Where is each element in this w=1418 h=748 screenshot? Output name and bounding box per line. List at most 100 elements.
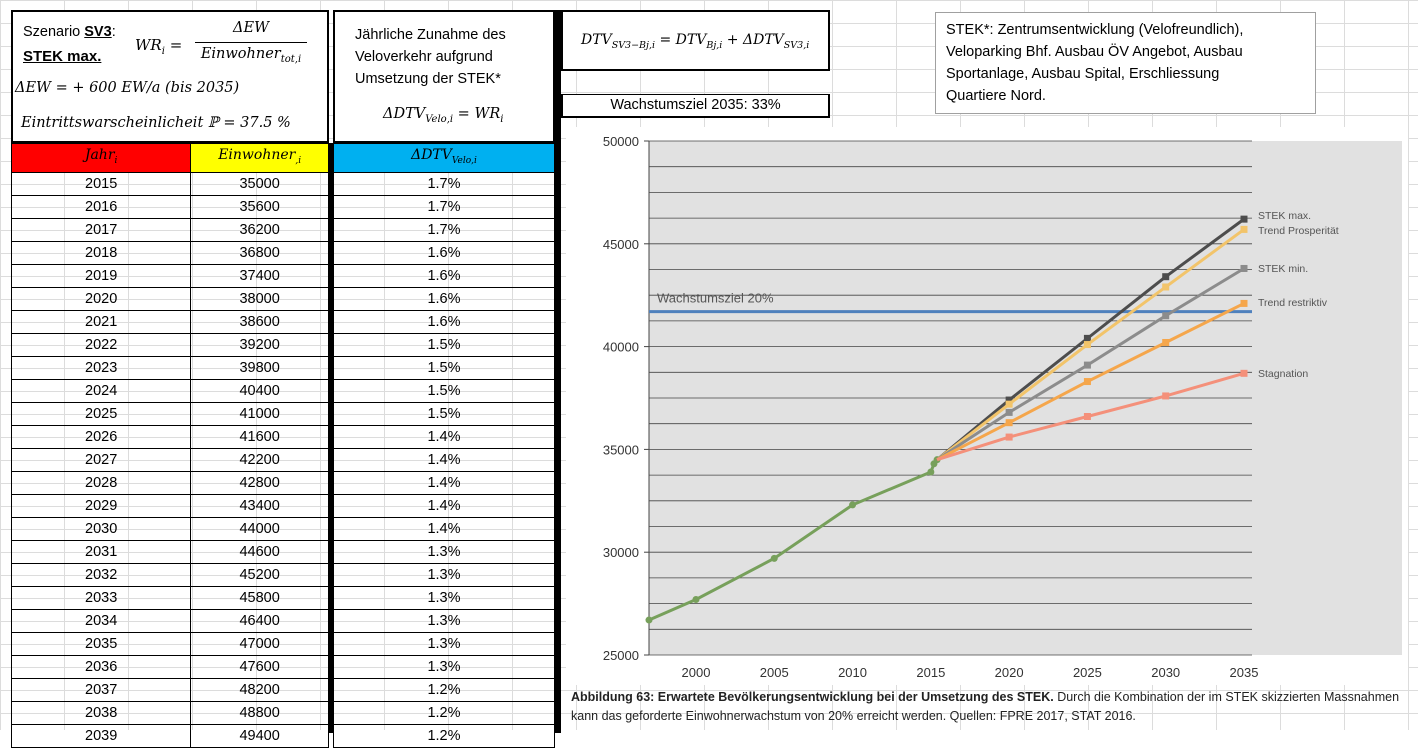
- column-separator: [329, 143, 333, 733]
- stek-note-box[interactable]: STEK*: Zentrumsentwicklung (Velofreundli…: [935, 12, 1316, 114]
- cell-population[interactable]: 42800: [190, 470, 329, 495]
- cell-year[interactable]: 2018: [10, 240, 192, 265]
- table-row: 2015 35000: [10, 171, 329, 196]
- cell-year[interactable]: 2032: [10, 562, 192, 587]
- wachstumsziel-box[interactable]: Wachstumsziel 2035: 33%: [561, 94, 830, 118]
- cell-year[interactable]: 2039: [10, 723, 192, 748]
- cell-year[interactable]: 2019: [10, 263, 192, 288]
- cell-year[interactable]: 2029: [10, 493, 192, 518]
- cell-year[interactable]: 2036: [10, 654, 192, 679]
- scenario-title: Szenario SV3:: [23, 24, 116, 40]
- cell-ddtv[interactable]: 1.6%: [333, 240, 555, 265]
- cell-ddtv[interactable]: 1.2%: [333, 700, 555, 725]
- cell-ddtv[interactable]: 1.4%: [333, 424, 555, 449]
- x-tick-label: 2010: [838, 665, 867, 680]
- cell-year[interactable]: 2025: [10, 401, 192, 426]
- cell-ddtv[interactable]: 1.3%: [333, 562, 555, 587]
- cell-population[interactable]: 41000: [190, 401, 329, 426]
- cell-year[interactable]: 2031: [10, 539, 192, 564]
- cell-population[interactable]: 38000: [190, 286, 329, 311]
- population-chart: 25000 30000 35000 40000 45000 50000 2000 2005 20…: [603, 134, 1402, 680]
- cell-ddtv[interactable]: 1.4%: [333, 470, 555, 495]
- data-point: [1162, 338, 1170, 346]
- cell-ddtv[interactable]: 1.5%: [333, 355, 555, 380]
- cell-ddtv[interactable]: 1.2%: [333, 723, 555, 748]
- ddtv-formula: ΔDTVVelo,i = WRi: [383, 106, 504, 125]
- cell-ddtv[interactable]: 1.4%: [333, 447, 555, 472]
- cell-population[interactable]: 47000: [190, 631, 329, 656]
- cell-population[interactable]: 39200: [190, 332, 329, 357]
- cell-population[interactable]: 41600: [190, 424, 329, 449]
- cell-year[interactable]: 2037: [10, 677, 192, 702]
- cell-ddtv[interactable]: 1.6%: [333, 263, 555, 288]
- cell-population[interactable]: 36200: [190, 217, 329, 242]
- cell-population[interactable]: 48200: [190, 677, 329, 702]
- cell-population[interactable]: 42200: [190, 447, 329, 472]
- cell-year[interactable]: 2027: [10, 447, 192, 472]
- cell-ddtv[interactable]: 1.3%: [333, 585, 555, 610]
- data-point: [1083, 334, 1091, 342]
- cell-population[interactable]: 48800: [190, 700, 329, 725]
- cell-population[interactable]: 35000: [190, 171, 329, 196]
- cell-population[interactable]: 47600: [190, 654, 329, 679]
- cell-year[interactable]: 2023: [10, 355, 192, 380]
- cell-population[interactable]: 36800: [190, 240, 329, 265]
- cell-year[interactable]: 2028: [10, 470, 192, 495]
- cell-year[interactable]: 2015: [10, 171, 192, 196]
- cell-year[interactable]: 2038: [10, 700, 192, 725]
- cell-year[interactable]: 2016: [10, 194, 192, 219]
- cell-ddtv[interactable]: 1.3%: [333, 539, 555, 564]
- cell-year[interactable]: 2026: [10, 424, 192, 449]
- cell-year[interactable]: 2021: [10, 309, 192, 334]
- cell-ddtv[interactable]: 1.7%: [333, 217, 555, 242]
- table-row: 1.6%: [333, 240, 555, 265]
- cell-population[interactable]: 46400: [190, 608, 329, 633]
- cell-population[interactable]: 35600: [190, 194, 329, 219]
- header-ddtv[interactable]: ΔDTVVelo,i: [333, 143, 555, 173]
- cell-year[interactable]: 2020: [10, 286, 192, 311]
- cell-ddtv[interactable]: 1.6%: [333, 286, 555, 311]
- header-jahr[interactable]: Jahri: [10, 143, 192, 173]
- data-point: [1005, 419, 1013, 427]
- cell-population[interactable]: 39800: [190, 355, 329, 380]
- data-point: [770, 554, 778, 562]
- cell-year[interactable]: 2034: [10, 608, 192, 633]
- cell-population[interactable]: 37400: [190, 263, 329, 288]
- cell-ddtv[interactable]: 1.6%: [333, 309, 555, 334]
- cell-population[interactable]: 44000: [190, 516, 329, 541]
- cell-population[interactable]: 49400: [190, 723, 329, 748]
- data-point: [1083, 378, 1091, 386]
- cell-year[interactable]: 2022: [10, 332, 192, 357]
- cell-ddtv[interactable]: 1.4%: [333, 493, 555, 518]
- data-point: [1162, 273, 1170, 281]
- description-box[interactable]: Jährliche Zunahme des Veloverkehr aufgru…: [333, 10, 555, 143]
- y-tick-label: 35000: [603, 442, 639, 457]
- cell-year[interactable]: 2024: [10, 378, 192, 403]
- cell-ddtv[interactable]: 1.3%: [333, 631, 555, 656]
- cell-ddtv[interactable]: 1.4%: [333, 516, 555, 541]
- cell-year[interactable]: 2030: [10, 516, 192, 541]
- dtv-formula-box[interactable]: DTVSV3−Bj,i = DTVBj,i + ΔDTVSV3,i: [561, 10, 830, 71]
- cell-ddtv[interactable]: 1.2%: [333, 677, 555, 702]
- cell-year[interactable]: 2035: [10, 631, 192, 656]
- cell-ddtv[interactable]: 1.5%: [333, 332, 555, 357]
- table-row: 2024 40400: [10, 378, 329, 403]
- table-row: 1.5%: [333, 401, 555, 426]
- cell-population[interactable]: 43400: [190, 493, 329, 518]
- cell-population[interactable]: 44600: [190, 539, 329, 564]
- table-row: 1.2%: [333, 677, 555, 702]
- cell-ddtv[interactable]: 1.7%: [333, 171, 555, 196]
- cell-population[interactable]: 45800: [190, 585, 329, 610]
- cell-ddtv[interactable]: 1.7%: [333, 194, 555, 219]
- cell-population[interactable]: 45200: [190, 562, 329, 587]
- cell-ddtv[interactable]: 1.3%: [333, 608, 555, 633]
- cell-population[interactable]: 38600: [190, 309, 329, 334]
- scenario-box[interactable]: Szenario SV3: STEK max. WRi = ΔEW Einwoh…: [11, 10, 329, 143]
- header-einwohner[interactable]: Einwohner,i: [190, 143, 329, 173]
- cell-ddtv[interactable]: 1.5%: [333, 378, 555, 403]
- cell-ddtv[interactable]: 1.5%: [333, 401, 555, 426]
- cell-ddtv[interactable]: 1.3%: [333, 654, 555, 679]
- cell-population[interactable]: 40400: [190, 378, 329, 403]
- cell-year[interactable]: 2017: [10, 217, 192, 242]
- cell-year[interactable]: 2033: [10, 585, 192, 610]
